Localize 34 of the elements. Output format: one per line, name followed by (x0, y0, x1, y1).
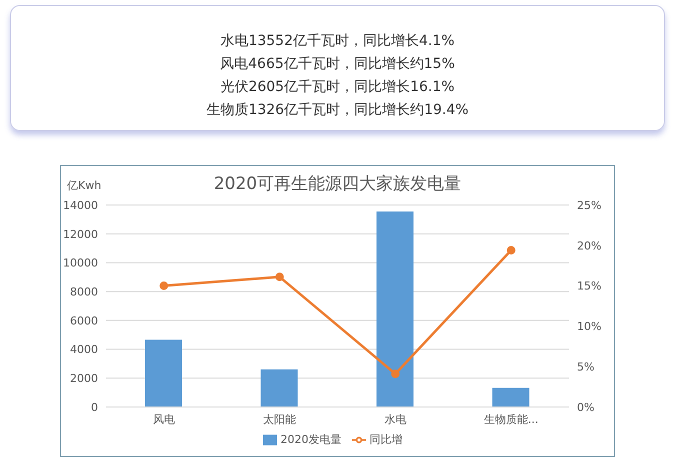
x-tick-label: 水电 (384, 412, 406, 426)
y-tick-label: 0 (91, 400, 98, 414)
y2-tick-label: 5% (577, 360, 594, 374)
y2-tick-label: 0% (577, 400, 594, 414)
chart-title: 2020可再生能源四大家族发电量 (214, 174, 462, 194)
text: 水电13552亿千瓦时，同比增长4.1% (219, 32, 456, 51)
y-tick-label: 4000 (70, 343, 98, 356)
y-tick-label: 8000 (70, 285, 98, 298)
y-tick-label: 2000 (70, 372, 98, 386)
legend-label: 同比增 (370, 433, 402, 446)
y2-tick-label: 15% (577, 280, 602, 293)
x-tick-label: 生物质能... (484, 412, 538, 426)
y2-tick-label: 10% (577, 320, 602, 334)
x-tick-label: 风电 (152, 412, 175, 426)
bar (492, 388, 530, 407)
y2-tick-label: 20% (577, 239, 602, 252)
point (506, 246, 516, 254)
point (275, 272, 284, 282)
y-axis-title: 亿Kwh (67, 178, 102, 193)
point (391, 370, 400, 378)
bar (376, 211, 414, 407)
x-tick-label: 太阳能 (263, 412, 296, 426)
y-tick-label: 10000 (63, 256, 98, 270)
y2-tick-label: 25% (577, 198, 602, 212)
text: 风电4665亿千瓦时，同比增长约15% (219, 55, 456, 74)
y-tick-label: 6000 (70, 314, 98, 328)
y-tick-label: 14000 (63, 198, 98, 212)
bar (260, 369, 298, 407)
bar (145, 340, 182, 407)
point (160, 282, 168, 290)
y-tick-label: 12000 (63, 228, 98, 241)
text: 光伏2605亿千瓦时，同比增长16.1% (219, 78, 456, 97)
text: 生物质1326亿千瓦时，同比增长约19.4% (205, 101, 470, 120)
legend-label: 2020发电量 (280, 433, 342, 446)
